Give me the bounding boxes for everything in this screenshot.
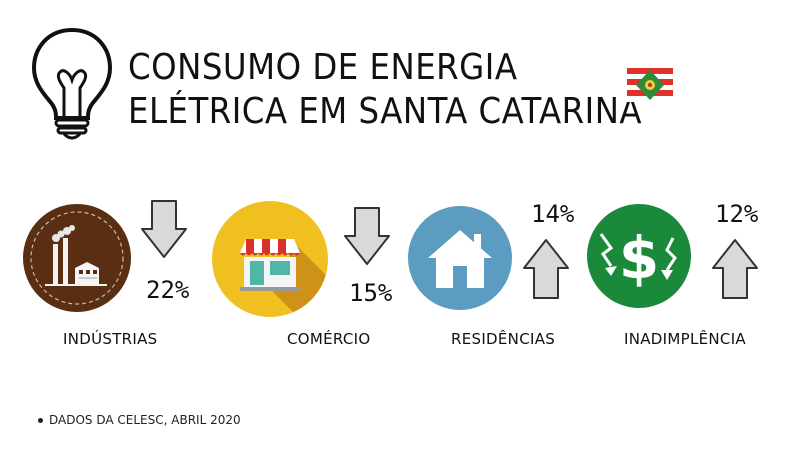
bullet-icon (38, 418, 43, 423)
percent-comercio: 15% (349, 279, 393, 307)
light-bulb-icon (31, 27, 113, 140)
house-icon (408, 206, 512, 310)
store-icon (212, 201, 328, 317)
up-arrow-icon (523, 239, 569, 299)
label-inadimplencia: INADIMPLÊNCIA (624, 330, 746, 348)
factory-icon (23, 204, 131, 312)
percent-inadimplencia: 12% (715, 200, 759, 228)
title-line-1: CONSUMO DE ENERGIA (128, 47, 518, 88)
title-line-2: ELÉTRICA EM SANTA CATARINA (128, 91, 643, 132)
dollar-icon: $ (587, 204, 691, 308)
down-arrow-icon (344, 207, 390, 265)
svg-text:$: $ (619, 224, 659, 292)
percent-residencias: 14% (531, 200, 575, 228)
up-arrow-icon (712, 239, 758, 299)
percent-industrias: 22% (146, 276, 190, 304)
label-residencias: RESIDÊNCIAS (451, 330, 556, 348)
source-text: DADOS DA CELESC, ABRIL 2020 (49, 413, 241, 427)
page-title: CONSUMO DE ENERGIA ELÉTRICA EM SANTA CAT… (128, 46, 642, 134)
label-industrias: INDÚSTRIAS (63, 330, 158, 348)
down-arrow-icon (141, 200, 187, 258)
santa-catarina-flag-icon (627, 68, 673, 102)
label-comercio: COMÉRCIO (287, 330, 371, 348)
source-note: DADOS DA CELESC, ABRIL 2020 (38, 413, 241, 427)
